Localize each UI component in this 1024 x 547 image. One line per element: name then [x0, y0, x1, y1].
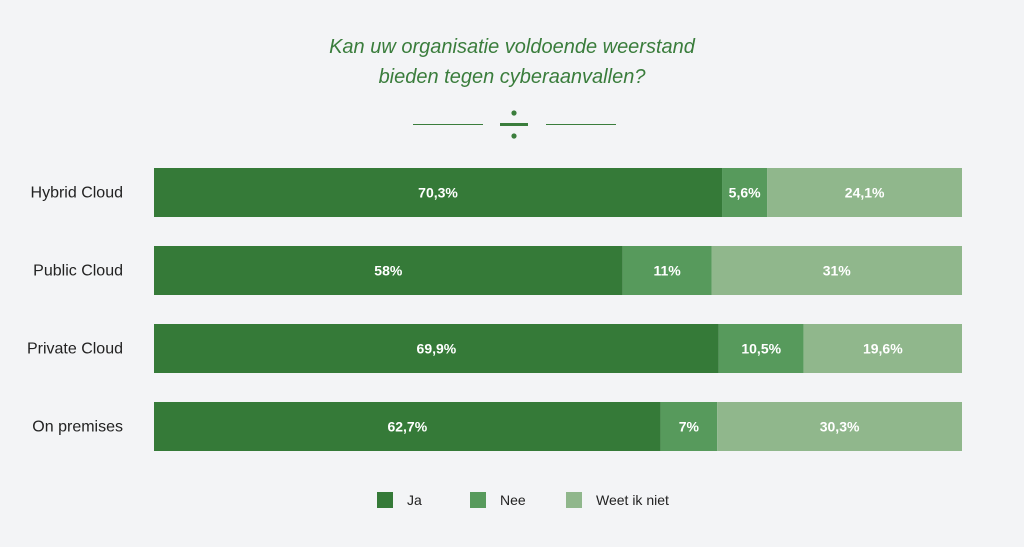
category-label-hybrid-cloud: Hybrid Cloud: [31, 185, 123, 202]
bar-label-hybrid-cloud-weet-ik-niet: 24,1%: [845, 185, 885, 201]
bar-hybrid-cloud-nee: [722, 168, 768, 217]
bar-on-premises-nee: [660, 402, 718, 451]
legend-label-weet-ik-niet: Weet ik niet: [596, 492, 669, 508]
bar-on-premises-weet-ik-niet: [717, 402, 962, 451]
category-label-public-cloud: Public Cloud: [33, 263, 123, 280]
bar-public-cloud-ja: [154, 246, 623, 295]
chart-title-line-2: bieden tegen cyberaanvallen?: [378, 66, 646, 88]
bar-label-public-cloud-ja: 58%: [374, 263, 403, 279]
bar-label-private-cloud-nee: 10,5%: [741, 341, 781, 357]
chart-title-line-1: Kan uw organisatie voldoende weerstand: [329, 36, 695, 58]
division-sign-icon: [500, 110, 528, 139]
bar-on-premises-ja: [154, 402, 661, 451]
category-label-private-cloud: Private Cloud: [27, 341, 123, 358]
bar-private-cloud-weet-ik-niet: [803, 324, 962, 373]
bar-private-cloud-nee: [718, 324, 804, 373]
chart-legend: Ja Nee Weet ik niet: [0, 492, 1024, 512]
bar-label-on-premises-weet-ik-niet: 30,3%: [820, 419, 860, 435]
bar-label-public-cloud-weet-ik-niet: 31%: [823, 263, 852, 279]
divider-rule-right: [546, 124, 616, 125]
bar-hybrid-cloud-ja: [154, 168, 723, 217]
category-label-on-premises: On premises: [32, 419, 123, 436]
legend-label-ja: Ja: [407, 492, 422, 508]
bar-label-public-cloud-nee: 11%: [653, 263, 681, 279]
legend-swatch-ja: [377, 492, 393, 508]
legend-item-nee: Nee: [470, 492, 526, 508]
bar-label-private-cloud-weet-ik-niet: 19,6%: [863, 341, 903, 357]
legend-swatch-weet-ik-niet: [566, 492, 582, 508]
legend-item-weet-ik-niet: Weet ik niet: [566, 492, 669, 508]
bar-public-cloud-nee: [622, 246, 712, 295]
legend-swatch-nee: [470, 492, 486, 508]
legend-label-nee: Nee: [500, 492, 526, 508]
legend-item-ja: Ja: [377, 492, 422, 508]
divider-rule-left: [413, 124, 483, 125]
chart-title: Kan uw organisatie voldoende weerstand b…: [0, 32, 1024, 92]
bar-label-on-premises-ja: 62,7%: [387, 419, 427, 435]
title-divider: [0, 108, 1024, 142]
bar-hybrid-cloud-weet-ik-niet: [767, 168, 962, 217]
bar-private-cloud-ja: [154, 324, 719, 373]
bar-label-hybrid-cloud-ja: 70,3%: [418, 185, 458, 201]
bar-label-hybrid-cloud-nee: 5,6%: [729, 185, 761, 201]
bar-label-on-premises-nee: 7%: [679, 419, 700, 435]
bar-label-private-cloud-ja: 69,9%: [417, 341, 457, 357]
bar-public-cloud-weet-ik-niet: [711, 246, 962, 295]
